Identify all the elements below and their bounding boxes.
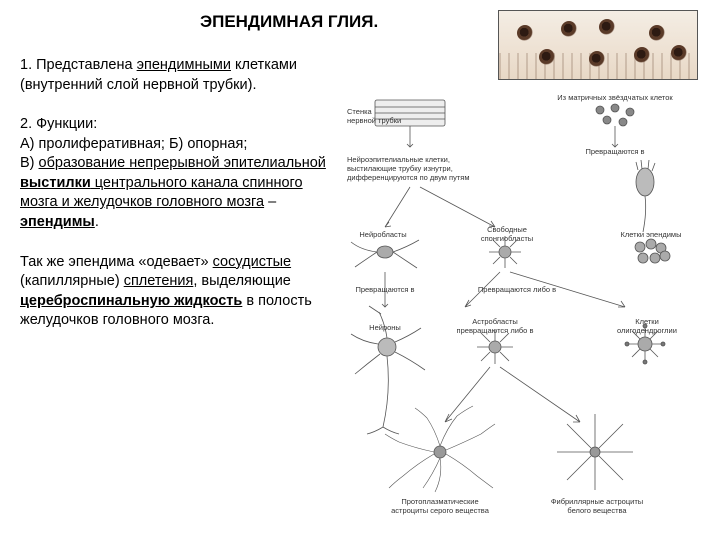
micrograph-cell: [517, 25, 533, 41]
paragraph-1: 1. Представлена эпендимными клетками (вн…: [20, 56, 340, 95]
lbl-r5l2: астроциты серого вещества: [391, 506, 490, 515]
micrograph-cell: [634, 47, 650, 63]
p1-text: 1. Представлена: [20, 57, 137, 73]
lbl-r5l1: Протоплазматические: [401, 497, 478, 506]
text-column: 1. Представлена эпендимными клетками (вн…: [20, 56, 340, 351]
lbl-r1r: Превращаются в: [585, 147, 644, 156]
lbl-r3m: Превращаются либо в: [478, 285, 556, 294]
lbl-top-right: Из матричных звёздчатых клеток: [557, 93, 673, 102]
lbl-r1l-2: выстилающие трубку изнутри,: [347, 164, 453, 173]
p2-h: эпендимы: [20, 214, 95, 230]
micrograph-cell: [589, 51, 605, 67]
paragraph-2: 2. Функции: А) пролиферативная; Б) опорн…: [20, 115, 340, 232]
p2-d: образование непрерывной эпителиальной: [39, 155, 326, 171]
lbl-top-left: Стенка: [347, 107, 373, 116]
p2-e: выстилки: [20, 175, 91, 191]
p3-f: цереброспинальную жидкость: [20, 293, 242, 309]
lbl-r2l: Нейробласты: [359, 230, 406, 239]
lbl-r4m2: превращаются либо в: [457, 326, 534, 335]
p2-g: –: [264, 194, 276, 210]
micrograph-cell: [649, 25, 665, 41]
p3-a: Так же эпендима «одевает»: [20, 254, 213, 270]
micrograph-image: [498, 10, 698, 80]
lbl-r4l: Нейроны: [369, 323, 401, 332]
lbl-r4r2: олигодендроглии: [617, 326, 677, 335]
lbl-top-left2: нервной трубки: [347, 116, 401, 125]
flowchart-diagram: Стенка нервной трубки Из матричных звёзд…: [345, 92, 705, 522]
lbl-r4r1: Клетки: [635, 317, 659, 326]
micrograph-cell: [599, 19, 615, 35]
paragraph-3: Так же эпендима «одевает» сосудистые (ка…: [20, 253, 340, 331]
page-title: ЭПЕНДИМНАЯ ГЛИЯ.: [200, 12, 378, 32]
lbl-r2m2: спонгиобласты: [481, 234, 533, 243]
p2-c: В): [20, 155, 39, 171]
micrograph-cell: [539, 49, 555, 65]
p2-b: А) пролиферативная; Б) опорная;: [20, 136, 247, 152]
lbl-r5r1: Фибриллярные астроциты: [551, 497, 643, 506]
p3-c: (капиллярные): [20, 273, 124, 289]
p1-underline: эпендимными: [137, 57, 231, 73]
lbl-r1l-1: Нейроэпителиальные клетки,: [347, 155, 450, 164]
lbl-r2r: Клетки эпендимы: [621, 230, 682, 239]
lbl-r5r2: белого вещества: [567, 506, 627, 515]
p3-b: сосудистые: [213, 254, 291, 270]
p2-a: 2. Функции:: [20, 116, 97, 132]
p3-d: сплетения: [124, 273, 194, 289]
micrograph-cell: [561, 21, 577, 37]
lbl-r4m1: Астробласты: [472, 317, 518, 326]
lbl-r1l-3: дифференцируются по двум путям: [347, 173, 469, 182]
p3-e: , выделяющие: [193, 273, 291, 289]
lbl-r3l: Превращаются в: [355, 285, 414, 294]
p2-i: .: [95, 214, 99, 230]
diagram-svg: Стенка нервной трубки Из матричных звёзд…: [345, 92, 705, 522]
lbl-r2m1: Свободные: [487, 225, 527, 234]
micrograph-cell: [671, 45, 687, 61]
